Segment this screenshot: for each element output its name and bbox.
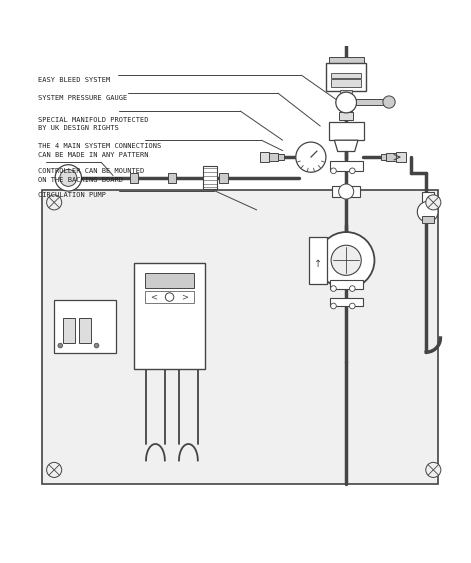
Bar [203, 166, 217, 189]
Circle shape [331, 303, 336, 309]
Bar [277, 154, 284, 160]
Circle shape [318, 232, 374, 289]
Bar [339, 113, 353, 120]
Bar [42, 190, 438, 484]
Bar [356, 99, 388, 105]
Circle shape [94, 343, 99, 348]
Polygon shape [334, 140, 358, 151]
Text: >: > [182, 293, 188, 302]
Circle shape [349, 286, 355, 292]
Text: THE 4 MAIN SYSTEM CONNECTIONS
CAN BE MADE IN ANY PATTERN: THE 4 MAIN SYSTEM CONNECTIONS CAN BE MAD… [38, 144, 161, 158]
Bar [330, 280, 363, 289]
Circle shape [349, 168, 355, 173]
Bar [260, 152, 269, 162]
Circle shape [58, 343, 63, 348]
Text: EASY BLEED SYSTEM: EASY BLEED SYSTEM [38, 77, 110, 83]
Circle shape [55, 165, 81, 191]
Circle shape [426, 195, 441, 210]
Circle shape [336, 92, 357, 113]
Bar [145, 272, 194, 288]
Circle shape [349, 303, 355, 309]
Bar [54, 300, 116, 353]
Bar [422, 193, 434, 204]
Circle shape [165, 293, 174, 301]
Text: CONTROLLER CAN BE MOUNTED
ON THE BACKING BOARD: CONTROLLER CAN BE MOUNTED ON THE BACKING… [38, 168, 144, 183]
Circle shape [331, 286, 336, 292]
Bar [145, 291, 194, 303]
Bar [268, 153, 278, 162]
Bar [309, 237, 327, 284]
Circle shape [426, 462, 441, 477]
Bar [340, 110, 352, 113]
Bar [386, 153, 397, 162]
Bar [330, 297, 363, 306]
Bar [331, 79, 361, 87]
Bar [326, 64, 366, 91]
Text: <: < [151, 293, 157, 302]
Text: SPECIAL MANIFOLD PROTECTED
BY UK DESIGN RIGHTS: SPECIAL MANIFOLD PROTECTED BY UK DESIGN … [38, 117, 148, 131]
Bar [63, 318, 75, 343]
Bar [79, 318, 91, 343]
Circle shape [339, 184, 354, 199]
Bar [422, 216, 434, 223]
Circle shape [331, 168, 336, 173]
Text: CIRCULATION PUMP: CIRCULATION PUMP [38, 192, 106, 198]
Bar [168, 173, 176, 182]
Text: ↑: ↑ [314, 258, 322, 269]
Bar [340, 90, 352, 93]
Circle shape [383, 96, 395, 108]
Bar [396, 152, 406, 162]
Bar [381, 154, 387, 160]
Bar [329, 122, 364, 140]
Text: SYSTEM PRESSURE GAUGE: SYSTEM PRESSURE GAUGE [38, 96, 127, 101]
Bar [134, 263, 205, 369]
Bar [332, 186, 360, 196]
Bar [130, 173, 138, 182]
Bar [219, 173, 228, 182]
Circle shape [60, 169, 77, 186]
Circle shape [47, 195, 62, 210]
Bar [329, 57, 364, 64]
Circle shape [47, 462, 62, 477]
Circle shape [417, 202, 438, 222]
Circle shape [296, 142, 326, 172]
Circle shape [331, 245, 361, 275]
Bar [331, 73, 361, 78]
Bar [330, 162, 363, 171]
